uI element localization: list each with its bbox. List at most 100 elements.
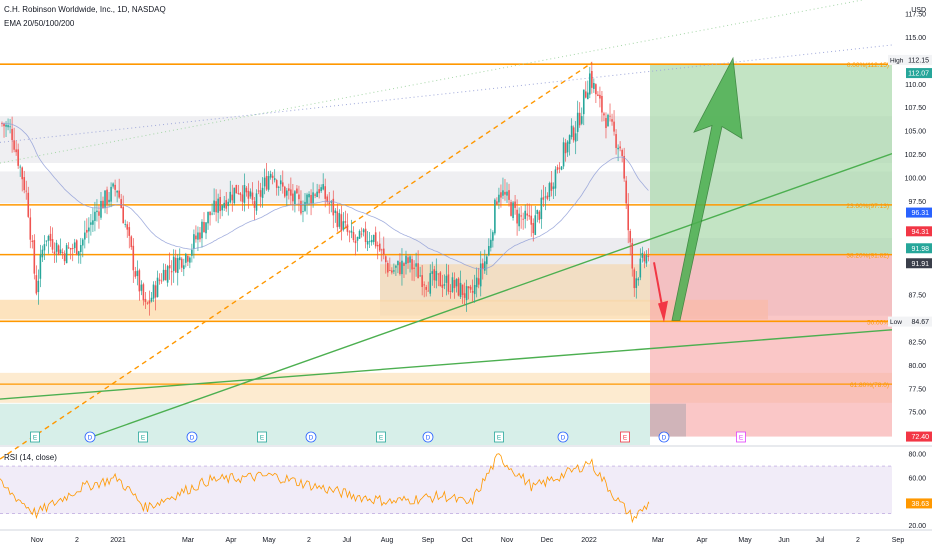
price-tick-1: 115.00 — [905, 35, 926, 42]
candle-body — [437, 273, 440, 275]
candle-body — [286, 190, 288, 196]
candle-body — [617, 147, 619, 150]
candle-body — [300, 200, 302, 214]
candle-body — [395, 265, 397, 268]
candle-body — [564, 142, 567, 154]
candle-body — [170, 271, 173, 273]
candle-body — [247, 190, 250, 199]
candle-body — [106, 189, 108, 205]
event-marker-10: E — [623, 435, 628, 442]
candle-body — [451, 277, 454, 292]
candle-body — [522, 218, 524, 220]
candle-body — [215, 201, 217, 213]
candle-body — [500, 192, 502, 198]
candle-body — [356, 236, 359, 241]
price-tick-10: 87.50 — [908, 293, 926, 300]
candle-body — [425, 286, 427, 290]
candle-body — [354, 240, 357, 244]
time-label-12: Dec — [541, 537, 554, 544]
candle-body — [496, 201, 498, 205]
candle-body — [643, 255, 646, 262]
candle-body — [281, 182, 284, 187]
time-label-6: 2 — [307, 537, 311, 544]
candle-body — [562, 142, 565, 167]
candle-body — [443, 284, 446, 286]
candle-body — [67, 247, 70, 249]
price-badge-value-6: 84.67 — [911, 319, 929, 326]
candle-body — [615, 134, 617, 148]
candle-body — [595, 84, 597, 95]
candle-body — [132, 245, 135, 271]
candle-body — [69, 247, 72, 250]
time-label-11: Nov — [501, 537, 514, 544]
candle-body — [124, 224, 127, 226]
event-marker-2: E — [141, 435, 146, 442]
candle-body — [23, 177, 26, 191]
fib-label-1: 23.60%(97.13) — [846, 203, 889, 210]
candle-body — [560, 166, 563, 170]
candle-body — [427, 290, 430, 292]
price-tick-7: 100.00 — [905, 176, 927, 183]
price-axis-bg — [892, 0, 932, 550]
candle-body — [593, 82, 595, 89]
time-label-5: May — [262, 537, 276, 544]
candle-body — [77, 251, 80, 256]
candle-body — [178, 257, 181, 261]
candle-body — [9, 126, 11, 128]
candle-body — [397, 260, 399, 266]
candle-body — [205, 222, 207, 234]
candle-body — [405, 255, 407, 265]
price-badge-value-0: 112.15 — [908, 57, 929, 64]
candle-body — [195, 235, 197, 240]
candle-body — [461, 284, 464, 295]
candle-body — [457, 278, 460, 296]
candle-body — [203, 222, 205, 233]
candle-body — [417, 263, 419, 279]
candle-body — [372, 234, 375, 242]
price-badge-0 — [888, 54, 932, 65]
candle-body — [1, 123, 3, 124]
fib-label-4: 61.80%(78.0) — [850, 382, 889, 389]
marker-box-4 — [257, 431, 267, 443]
candle-body — [302, 211, 304, 212]
time-label-18: Jul — [816, 537, 825, 544]
candle-body — [3, 123, 5, 127]
candle-body — [136, 270, 139, 277]
candle-body — [548, 183, 551, 198]
candle-body — [492, 232, 494, 241]
dotted-channel-line-2 — [0, 44, 893, 143]
candle-body — [249, 191, 252, 197]
price-badge-label-0: High — [890, 57, 904, 64]
time-label-0: Nov — [31, 537, 44, 544]
candle-body — [73, 242, 76, 249]
fib-label-0: 0.00%(112.15) — [847, 62, 889, 69]
candle-body — [609, 115, 611, 117]
candle-body — [304, 201, 306, 211]
candle-body — [41, 249, 44, 258]
candle-body — [118, 190, 120, 198]
candle-body — [558, 167, 561, 169]
candle-body — [316, 191, 318, 198]
candle-body — [209, 211, 211, 216]
candle-body — [227, 201, 230, 207]
candle-body — [530, 215, 533, 225]
time-label-8: Aug — [381, 537, 394, 544]
candle-body — [290, 189, 292, 196]
candle-body — [483, 261, 486, 271]
candle-body — [314, 194, 316, 196]
candle-body — [92, 220, 94, 225]
price-badge-2 — [906, 207, 932, 218]
time-label-17: Jun — [778, 537, 789, 544]
candle-body — [172, 256, 175, 271]
rsi-tick-0: 80.00 — [908, 452, 926, 459]
candle-body — [631, 243, 634, 269]
candle-body — [572, 127, 575, 141]
candle-body — [597, 94, 599, 96]
candle-body — [324, 186, 326, 199]
candle-body — [374, 232, 377, 247]
candle-body — [88, 227, 90, 232]
candle-body — [21, 167, 23, 180]
candle-body — [31, 240, 34, 243]
candle-body — [185, 254, 187, 263]
